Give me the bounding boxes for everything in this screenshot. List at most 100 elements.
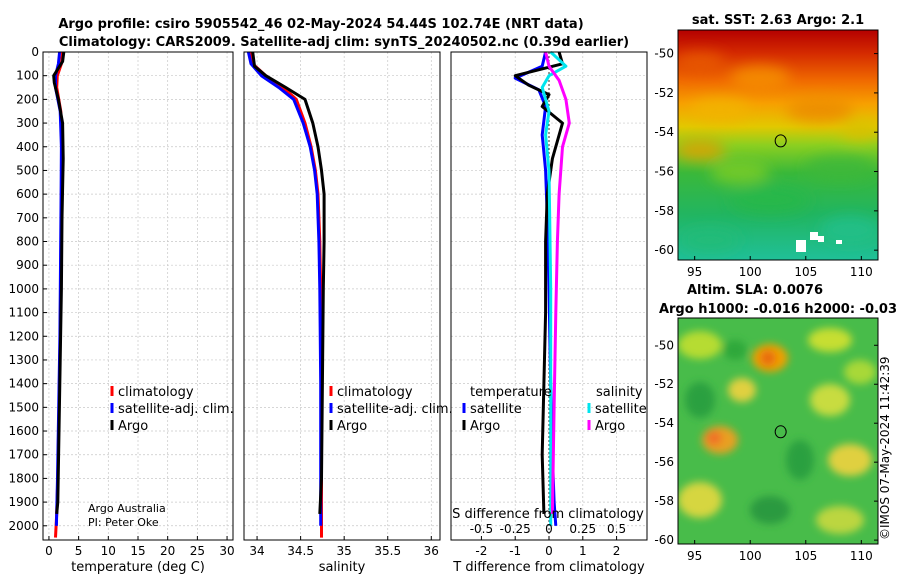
legend-label-s-argo: Argo bbox=[595, 419, 625, 434]
y-tick-label: 600 bbox=[16, 187, 39, 201]
sst-ice-gap bbox=[818, 236, 824, 242]
sst-map-image bbox=[678, 30, 878, 260]
x-tick-label: 35.5 bbox=[374, 544, 401, 558]
y-tick-label: 2000 bbox=[8, 519, 39, 533]
x-tick-label: 35 bbox=[337, 544, 352, 558]
difference-xlabel-salinity: S difference from climatology bbox=[452, 507, 644, 522]
map-x-tick-label: 110 bbox=[850, 265, 873, 279]
legend-label-s-satellite: satellite bbox=[595, 402, 647, 417]
sst-map-frame bbox=[677, 29, 879, 261]
x-tick-label: 34.5 bbox=[287, 544, 314, 558]
map-x-tick-label: 95 bbox=[687, 549, 702, 563]
y-tick-label: 700 bbox=[16, 211, 39, 225]
y-tick-label: 1600 bbox=[8, 424, 39, 438]
legend-title-temperature: temperature bbox=[470, 385, 552, 400]
y-tick-label: 1400 bbox=[8, 377, 39, 391]
legend-label-argo: Argo bbox=[337, 419, 367, 434]
salinity-legend: climatology satellite-adj. clim. Argo bbox=[329, 385, 453, 434]
map-x-tick-label: 105 bbox=[794, 549, 817, 563]
salinity-xlabel: salinity bbox=[319, 560, 366, 575]
argo-location-marker bbox=[774, 134, 787, 148]
legend-label-satellite-adj: satellite-adj. clim. bbox=[118, 402, 234, 417]
y-tick-label: 1500 bbox=[8, 400, 39, 414]
x-tick-label: 1 bbox=[579, 544, 587, 558]
map-y-tick-label: -52 bbox=[654, 377, 674, 391]
map-x-tick-label: 95 bbox=[687, 265, 702, 279]
difference-xlabel-temperature: T difference from climatology bbox=[452, 560, 645, 575]
x-tick-label: 30 bbox=[219, 544, 234, 558]
sla-map-subtitle: Argo h1000: -0.016 h2000: -0.03 bbox=[659, 302, 897, 317]
map-x-tick-label: 100 bbox=[739, 265, 762, 279]
y-tick-label: 1900 bbox=[8, 495, 39, 509]
map-x-tick-label: 105 bbox=[794, 265, 817, 279]
y-tick-label: 0 bbox=[31, 45, 39, 59]
temperature-legend: climatology satellite-adj. clim. Argo bbox=[110, 385, 234, 434]
x2-tick-label: -0.25 bbox=[500, 522, 531, 536]
difference-panel: -2 -1 0 1 2 -0.5 -0.25 0 0.25 0.5 T difference f… bbox=[450, 50, 648, 575]
legend-label-t-satellite: satellite bbox=[470, 402, 522, 417]
x-tick-label: -1 bbox=[509, 544, 521, 558]
y-tick-label: 500 bbox=[16, 163, 39, 177]
y-tick-label: 900 bbox=[16, 258, 39, 272]
series-t-argo bbox=[513, 51, 564, 514]
map-x-tick-label: 110 bbox=[850, 549, 873, 563]
temperature-xlabel: temperature (deg C) bbox=[71, 560, 205, 575]
sst-map-panel: sat. SST: 2.63 Argo: 2.1 95 100 105 bbox=[654, 13, 879, 279]
watermark: ©IMOS 07-May-2024 11:42:39 bbox=[878, 356, 892, 540]
x-tick-label: 5 bbox=[75, 544, 83, 558]
x2-tick-label: 0.25 bbox=[569, 522, 596, 536]
series-argo bbox=[251, 51, 326, 514]
sla-map-title: Altim. SLA: 0.0076 bbox=[687, 283, 823, 298]
x-tick-label: 20 bbox=[160, 544, 175, 558]
temperature-panel: 0 5 10 15 20 25 30 0 100 200 300 400 500 600 700 800 90… bbox=[8, 45, 234, 575]
y-tick-label: 1000 bbox=[8, 282, 39, 296]
map-y-tick-label: -60 bbox=[654, 533, 674, 547]
legend-title-salinity: salinity bbox=[596, 385, 643, 400]
x2-tick-label: -0.5 bbox=[470, 522, 493, 536]
sla-map-panel: Altim. SLA: 0.0076 Argo h1000: -0.016 h2… bbox=[654, 283, 897, 563]
y-tick-label: 200 bbox=[16, 92, 39, 106]
y-tick-label: 1100 bbox=[8, 306, 39, 320]
temperature-grid bbox=[43, 51, 233, 540]
figure-title-line1: Argo profile: csiro 5905542_46 02-May-20… bbox=[58, 17, 583, 32]
legend-label-climatology: climatology bbox=[118, 385, 194, 400]
temperature-xticks: 0 5 10 15 20 25 30 bbox=[45, 536, 235, 558]
map-y-tick-label: -54 bbox=[654, 125, 674, 139]
series-satellite-adj-clim bbox=[246, 51, 323, 526]
argo-location-marker bbox=[774, 425, 787, 439]
sst-eddies bbox=[678, 52, 878, 252]
salinity-series bbox=[246, 51, 326, 538]
y-tick-label: 1700 bbox=[8, 448, 39, 462]
series-s-argo bbox=[544, 51, 571, 514]
map-y-tick-label: -54 bbox=[654, 416, 674, 430]
credit-pi: PI: Peter Oke bbox=[88, 516, 159, 529]
sst-map-ticks: 95 100 105 110 -50 -52 -54 -56 -58 -60 bbox=[654, 47, 878, 279]
credit-institution: Argo Australia bbox=[88, 502, 166, 515]
sst-ice-gap bbox=[810, 232, 818, 240]
legend-label-t-argo: Argo bbox=[470, 419, 500, 434]
sla-eddies bbox=[678, 328, 876, 534]
map-y-tick-label: -52 bbox=[654, 86, 674, 100]
salinity-axes-box bbox=[243, 51, 441, 541]
x-tick-label: 34 bbox=[249, 544, 264, 558]
y-tick-label: 1300 bbox=[8, 353, 39, 367]
map-y-tick-label: -56 bbox=[654, 455, 674, 469]
y-tick-label: 300 bbox=[16, 116, 39, 130]
difference-series bbox=[513, 50, 571, 526]
difference-xticks-salinity: -0.5 -0.25 0 0.25 0.5 bbox=[470, 522, 626, 536]
sst-ice-gap bbox=[836, 240, 842, 244]
sla-map-frame bbox=[677, 317, 879, 545]
salinity-panel: 34 34.5 35 35.5 36 salinity climatology sate… bbox=[243, 51, 453, 575]
difference-legend: temperature satellite Argo salinity sate… bbox=[462, 385, 647, 434]
y-tick-label: 100 bbox=[16, 69, 39, 83]
sla-map-ticks: 95 100 105 110 -50 -52 -54 -56 -58 -60 bbox=[654, 338, 878, 563]
salinity-xticks: 34 34.5 35 35.5 36 bbox=[249, 536, 439, 558]
x-tick-label: 0 bbox=[545, 544, 553, 558]
x-tick-label: 36 bbox=[424, 544, 439, 558]
legend-label-climatology: climatology bbox=[337, 385, 413, 400]
figure-title-line2: Climatology: CARS2009. Satellite-adj cli… bbox=[59, 35, 629, 50]
sst-map-title: sat. SST: 2.63 Argo: 2.1 bbox=[692, 13, 864, 28]
map-y-tick-label: -60 bbox=[654, 243, 674, 257]
x-tick-label: 10 bbox=[101, 544, 116, 558]
